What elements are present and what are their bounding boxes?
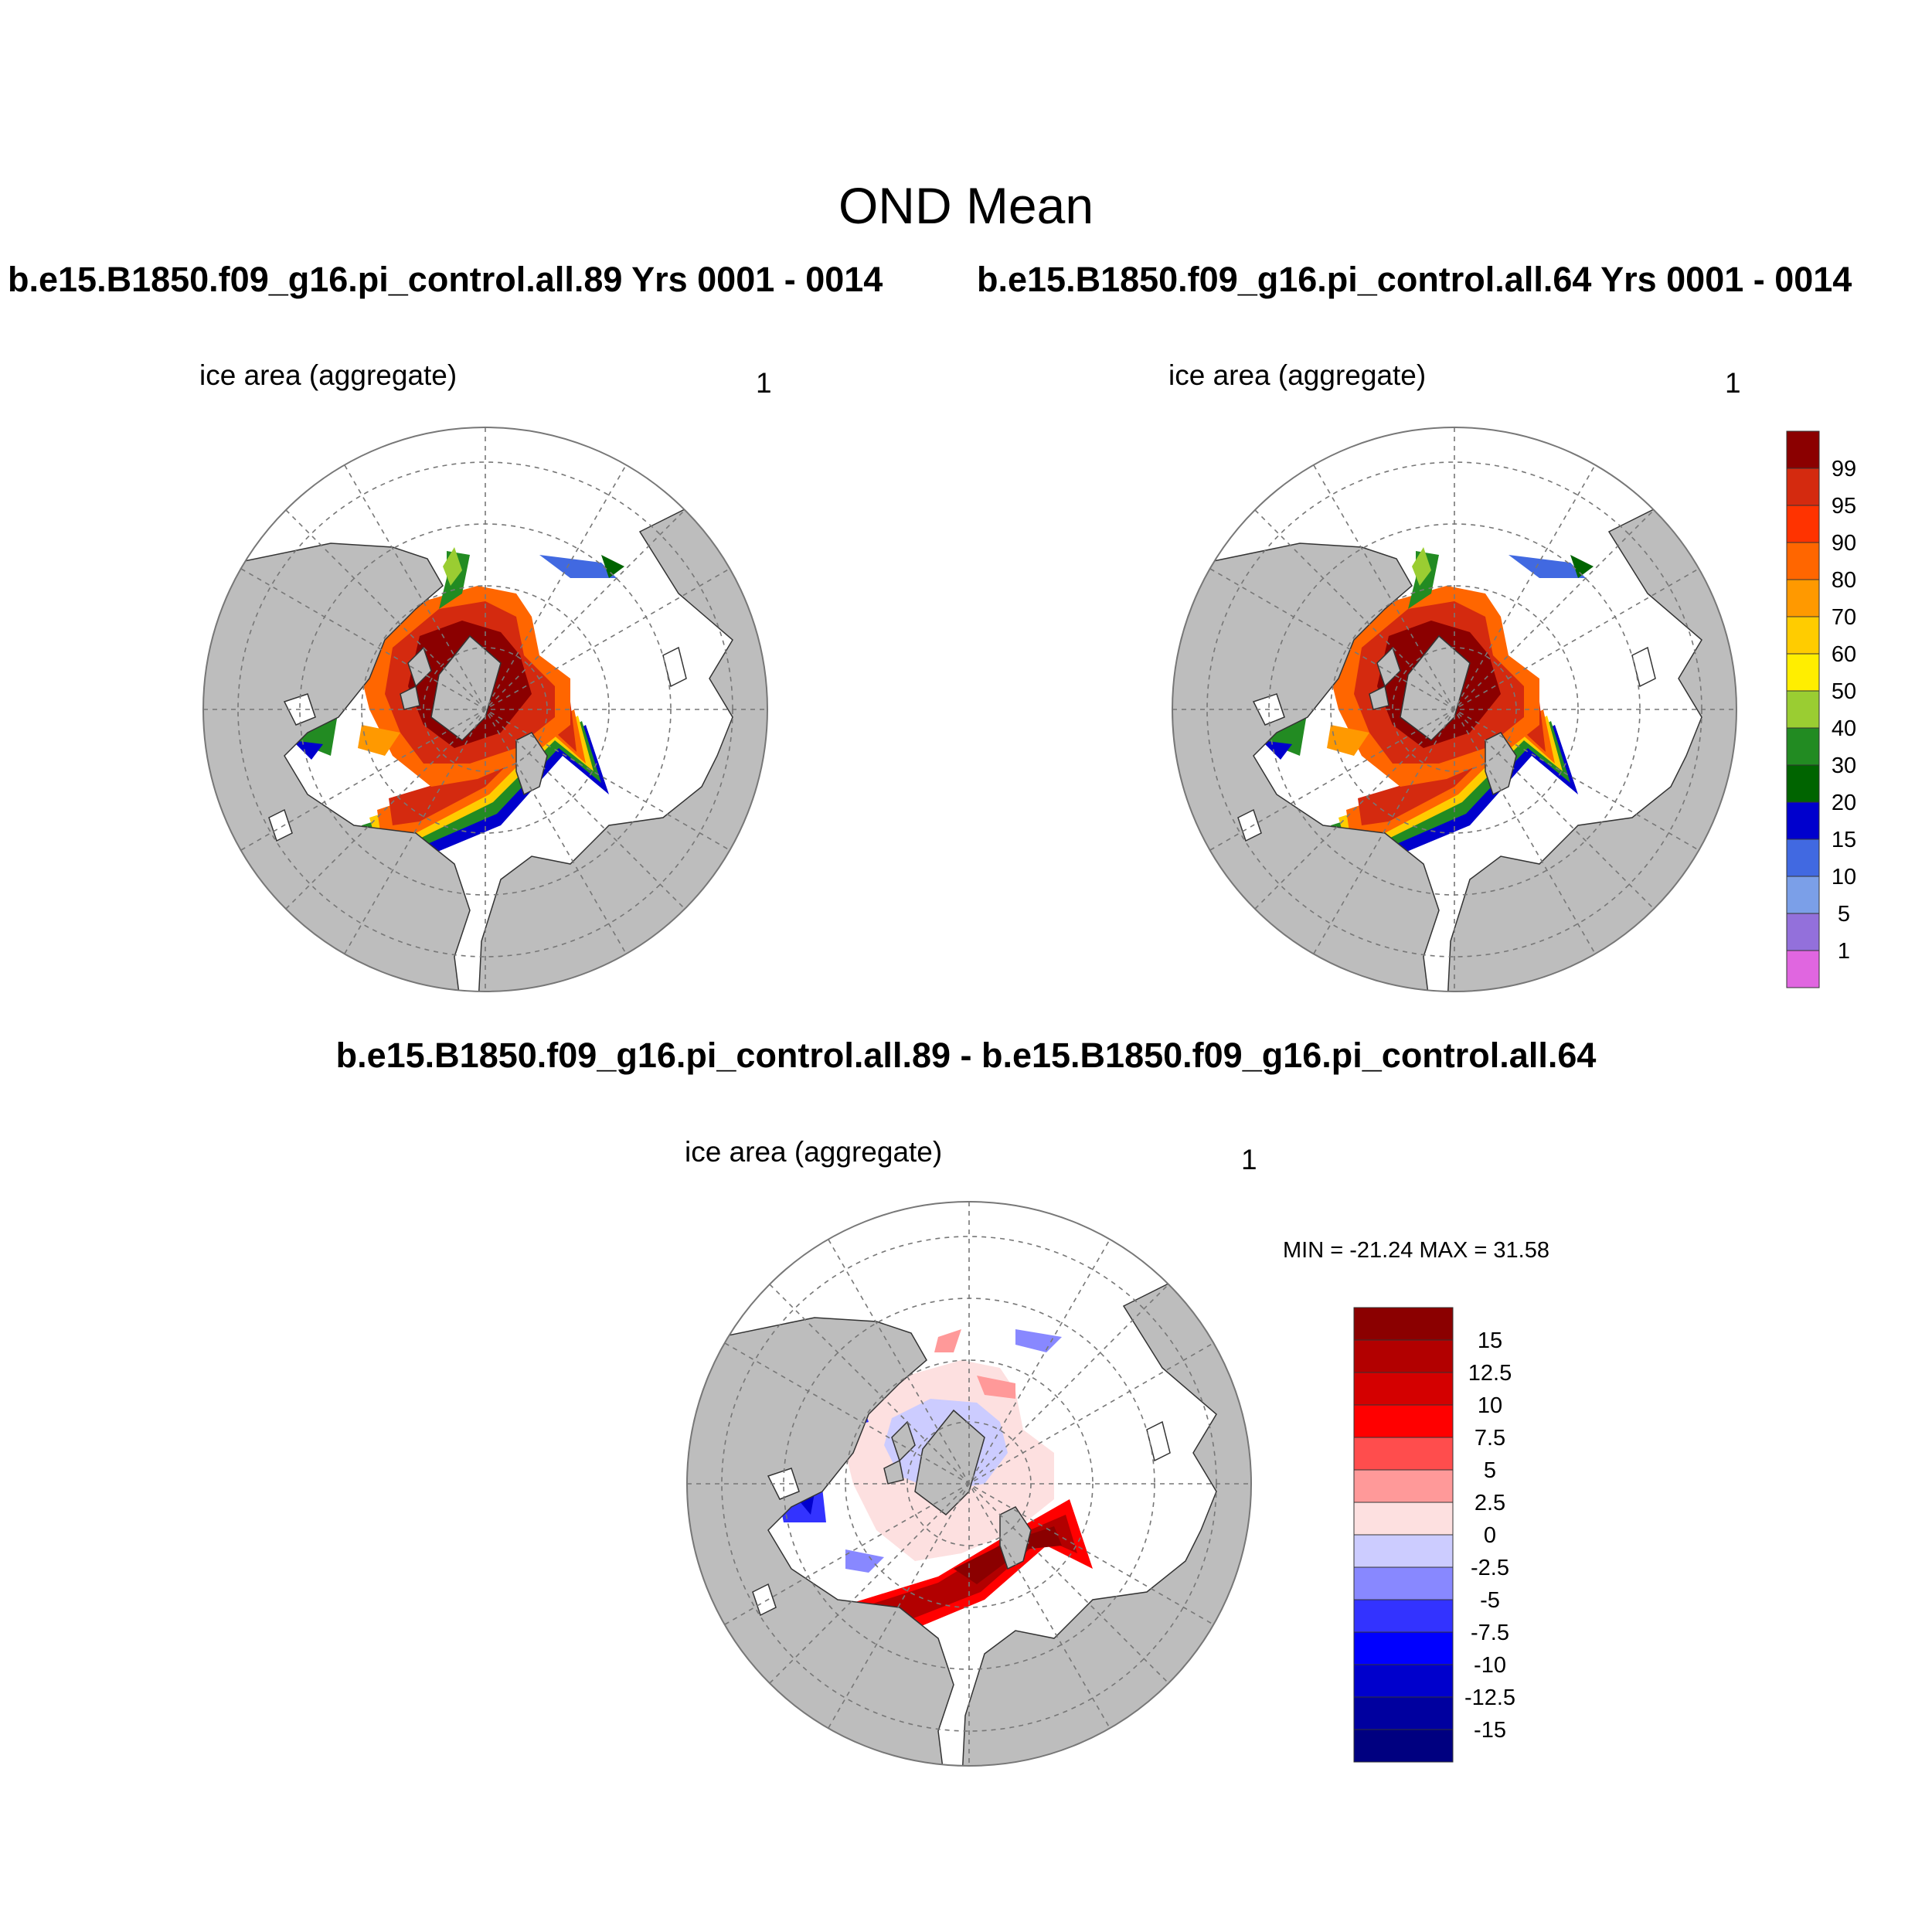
figure-title: OND Mean: [838, 177, 1094, 234]
panel1-level-label: 1: [756, 367, 772, 399]
colorbar-ice-area-tick-label: 70: [1832, 605, 1856, 630]
colorbar-difference-swatch: [1353, 1566, 1454, 1600]
colorbar-ice-area-tick-label: 60: [1832, 642, 1856, 667]
colorbar-ice-area-swatch: [1786, 876, 1820, 914]
panel1-map: [202, 427, 768, 992]
panel2-title: b.e15.B1850.f09_g16.pi_control.all.64 Yr…: [977, 260, 1852, 299]
panel3-level-label: 1: [1241, 1144, 1257, 1175]
colorbar-difference-swatch: [1353, 1729, 1454, 1763]
colorbar-ice-area-swatch: [1786, 801, 1820, 840]
colorbar-difference-tick-label: -12.5: [1464, 1685, 1515, 1710]
colorbar-ice-area-tick-label: 15: [1832, 828, 1856, 852]
panel3-title: b.e15.B1850.f09_g16.pi_control.all.89 - …: [335, 1036, 1597, 1075]
colorbar-difference-tick-label: -7.5: [1471, 1621, 1509, 1645]
colorbar-difference-swatch: [1353, 1469, 1454, 1503]
colorbar-ice-area-swatch: [1786, 616, 1820, 655]
colorbar-difference-tick-label: 15: [1478, 1328, 1502, 1353]
colorbar-difference: 15 12.5 10 7.5 5 2.5 0 -2.5 -5 -7.5 -10 -12.5 -15: [1353, 1307, 1515, 1763]
colorbar-ice-area-swatch: [1786, 653, 1820, 692]
colorbar-ice-area-swatch: [1786, 690, 1820, 729]
colorbar-difference-tick-label: -10: [1474, 1653, 1506, 1678]
panel2-level-label: 1: [1725, 367, 1741, 399]
colorbar-ice-area-tick-label: 90: [1832, 531, 1856, 556]
colorbar-ice-area-swatch: [1786, 838, 1820, 877]
colorbar-ice-area-tick-label: 5: [1838, 902, 1850, 927]
panel3-min-max: MIN = -21.24 MAX = 31.58: [1283, 1238, 1549, 1263]
colorbar-ice-area: 99 95 90 80 70 60 50 40 30 20 15 10 5 1: [1786, 430, 1856, 988]
colorbar-difference-swatch: [1353, 1696, 1454, 1730]
colorbar-difference-tick-label: 12.5: [1468, 1361, 1512, 1386]
colorbar-ice-area-swatch: [1786, 505, 1820, 543]
colorbar-difference-tick-label: 2.5: [1475, 1491, 1505, 1515]
colorbar-ice-area-swatch: [1786, 950, 1820, 988]
colorbar-difference-swatch: [1353, 1404, 1454, 1438]
colorbar-difference-swatch: [1353, 1599, 1454, 1633]
colorbar-difference-swatch: [1353, 1437, 1454, 1471]
colorbar-difference-swatch: [1353, 1372, 1454, 1406]
colorbar-difference-swatch: [1353, 1631, 1454, 1665]
colorbar-difference-tick-label: 5: [1484, 1458, 1496, 1483]
colorbar-difference-tick-label: -5: [1480, 1588, 1500, 1613]
panel2-variable-label: ice area (aggregate): [1168, 359, 1427, 391]
colorbar-difference-tick-label: -15: [1474, 1718, 1506, 1743]
colorbar-ice-area-tick-label: 95: [1832, 494, 1856, 519]
colorbar-ice-area-tick-label: 10: [1832, 865, 1856, 889]
colorbar-ice-area-swatch: [1786, 727, 1820, 766]
colorbar-ice-area-tick-label: 80: [1832, 568, 1856, 593]
colorbar-ice-area-swatch: [1786, 468, 1820, 506]
colorbar-ice-area-tick-label: 50: [1832, 679, 1856, 704]
panel2-map: [1172, 427, 1737, 992]
colorbar-ice-area-tick-label: 20: [1832, 791, 1856, 815]
colorbar-difference-tick-label: 10: [1478, 1393, 1502, 1418]
colorbar-ice-area-swatch: [1786, 913, 1820, 951]
colorbar-difference-swatch: [1353, 1534, 1454, 1568]
colorbar-difference-tick-label: -2.5: [1471, 1556, 1509, 1580]
panel3-variable-label: ice area (aggregate): [685, 1136, 943, 1168]
panel1-title: b.e15.B1850.f09_g16.pi_control.all.89 Yr…: [8, 260, 883, 299]
colorbar-difference-tick-label: 7.5: [1475, 1426, 1505, 1451]
colorbar-difference-swatch: [1353, 1307, 1454, 1341]
colorbar-ice-area-tick-label: 1: [1838, 939, 1850, 964]
panel1-variable-label: ice area (aggregate): [199, 359, 457, 391]
colorbar-ice-area-swatch: [1786, 542, 1820, 580]
colorbar-ice-area-tick-label: 40: [1832, 716, 1856, 741]
colorbar-ice-area-tick-label: 99: [1832, 457, 1856, 481]
colorbar-difference-swatch: [1353, 1502, 1454, 1536]
colorbar-difference-swatch: [1353, 1339, 1454, 1373]
panel3-map: [686, 1201, 1252, 1767]
colorbar-ice-area-tick-label: 30: [1832, 753, 1856, 778]
colorbar-ice-area-swatch: [1786, 430, 1820, 469]
colorbar-difference-tick-label: 0: [1484, 1523, 1496, 1548]
colorbar-ice-area-swatch: [1786, 579, 1820, 617]
colorbar-difference-swatch: [1353, 1664, 1454, 1698]
colorbar-ice-area-swatch: [1786, 764, 1820, 803]
